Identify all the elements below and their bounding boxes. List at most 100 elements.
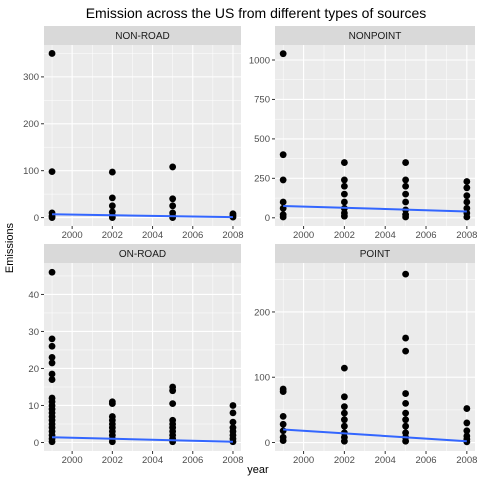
y-tick-label: 0 (265, 438, 270, 449)
facet-strip (275, 26, 475, 45)
data-point (48, 342, 56, 350)
facet-strip (44, 26, 241, 45)
panel-background (275, 45, 475, 226)
data-point (340, 198, 348, 206)
panel-background (44, 45, 241, 226)
data-point (340, 190, 348, 198)
y-tick-label: 750 (254, 95, 270, 106)
data-point (48, 268, 56, 276)
y-tick-label: 0 (34, 438, 39, 449)
data-point (229, 402, 237, 409)
x-tick-label: 2006 (415, 230, 436, 241)
data-point (402, 190, 410, 198)
data-point (229, 409, 237, 417)
y-tick-label: 20 (28, 364, 39, 375)
y-tick-label: 100 (254, 373, 270, 384)
x-tick-label: 2004 (142, 230, 163, 241)
data-point (402, 182, 410, 190)
data-point (229, 418, 237, 426)
data-point (48, 335, 56, 343)
panel-background (44, 263, 241, 451)
trend-line (52, 213, 233, 219)
data-point (402, 390, 410, 397)
data-point (463, 204, 471, 212)
y-tick-label: 250 (254, 174, 270, 185)
data-point (463, 178, 471, 185)
data-point (48, 214, 56, 221)
facet-strip (44, 244, 241, 263)
data-point (402, 270, 410, 278)
data-point (340, 393, 348, 401)
trend-line (283, 204, 467, 213)
y-tick-label: 200 (23, 119, 39, 130)
x-tick-label: 2004 (375, 230, 396, 241)
data-point (108, 400, 116, 408)
facet-strip-label: NONPOINT (349, 31, 402, 42)
data-point (279, 50, 287, 58)
data-point (402, 422, 410, 430)
data-point (463, 427, 471, 435)
x-tick-label: 2000 (293, 230, 314, 241)
data-point (463, 192, 471, 200)
data-point (340, 176, 348, 184)
data-point (340, 159, 348, 166)
data-point (402, 399, 410, 407)
data-point (340, 403, 348, 411)
data-point (402, 437, 410, 445)
x-tick-label: 2006 (415, 455, 436, 466)
data-point (108, 194, 116, 202)
data-point (402, 416, 410, 424)
data-point (279, 413, 287, 420)
y-tick-label: 200 (254, 307, 270, 318)
x-tick-label: 2002 (334, 455, 355, 466)
data-point (402, 334, 410, 342)
facet-strip-label: NON-ROAD (115, 31, 169, 42)
data-point (402, 409, 410, 417)
data-point (279, 388, 287, 395)
x-tick-label: 2002 (102, 230, 123, 241)
data-point (229, 438, 237, 446)
facet-panel-on-road: ON-ROAD 0 10 20 30 40 2000 2002 2004 2006 2008 (28, 244, 244, 466)
data-point (463, 198, 471, 206)
data-point (169, 400, 177, 408)
data-point (48, 370, 56, 378)
data-point (169, 202, 177, 210)
x-tick-label: 2008 (222, 230, 243, 241)
data-point (279, 427, 287, 435)
y-tick-label: 500 (254, 134, 270, 145)
data-point (48, 50, 56, 57)
data-point (169, 387, 177, 395)
data-point (279, 151, 287, 159)
y-tick-label: 300 (23, 72, 39, 83)
data-point (229, 213, 237, 221)
data-point (402, 159, 410, 166)
facet-panel-nonpoint: NONPOINT 0 250 500 750 1000 2000 2002 2004 2006 20… (249, 26, 477, 241)
data-point (279, 437, 287, 444)
data-point (48, 353, 56, 361)
data-point (169, 163, 177, 171)
facet-strip-label: ON-ROAD (119, 249, 166, 260)
data-point (402, 176, 410, 184)
y-tick-label: 40 (28, 290, 39, 301)
data-point (48, 376, 56, 383)
data-point (340, 182, 348, 190)
x-tick-label: 2008 (456, 230, 477, 241)
data-point (340, 364, 348, 372)
data-point (340, 437, 348, 445)
y-axis-title: Emissions (4, 222, 16, 273)
data-point (108, 438, 116, 446)
y-tick-label: 0 (34, 213, 39, 224)
x-tick-label: 2000 (293, 455, 314, 466)
x-tick-label: 2002 (102, 455, 123, 466)
data-point (169, 195, 177, 203)
trend-line (52, 436, 233, 443)
chart-title: Emission across the US from different ty… (86, 5, 427, 21)
data-point (279, 213, 287, 221)
y-tick-label: 0 (265, 213, 270, 224)
data-point (108, 202, 116, 210)
data-point (279, 176, 287, 184)
y-tick-label: 30 (28, 327, 39, 338)
y-tick-label: 100 (23, 166, 39, 177)
